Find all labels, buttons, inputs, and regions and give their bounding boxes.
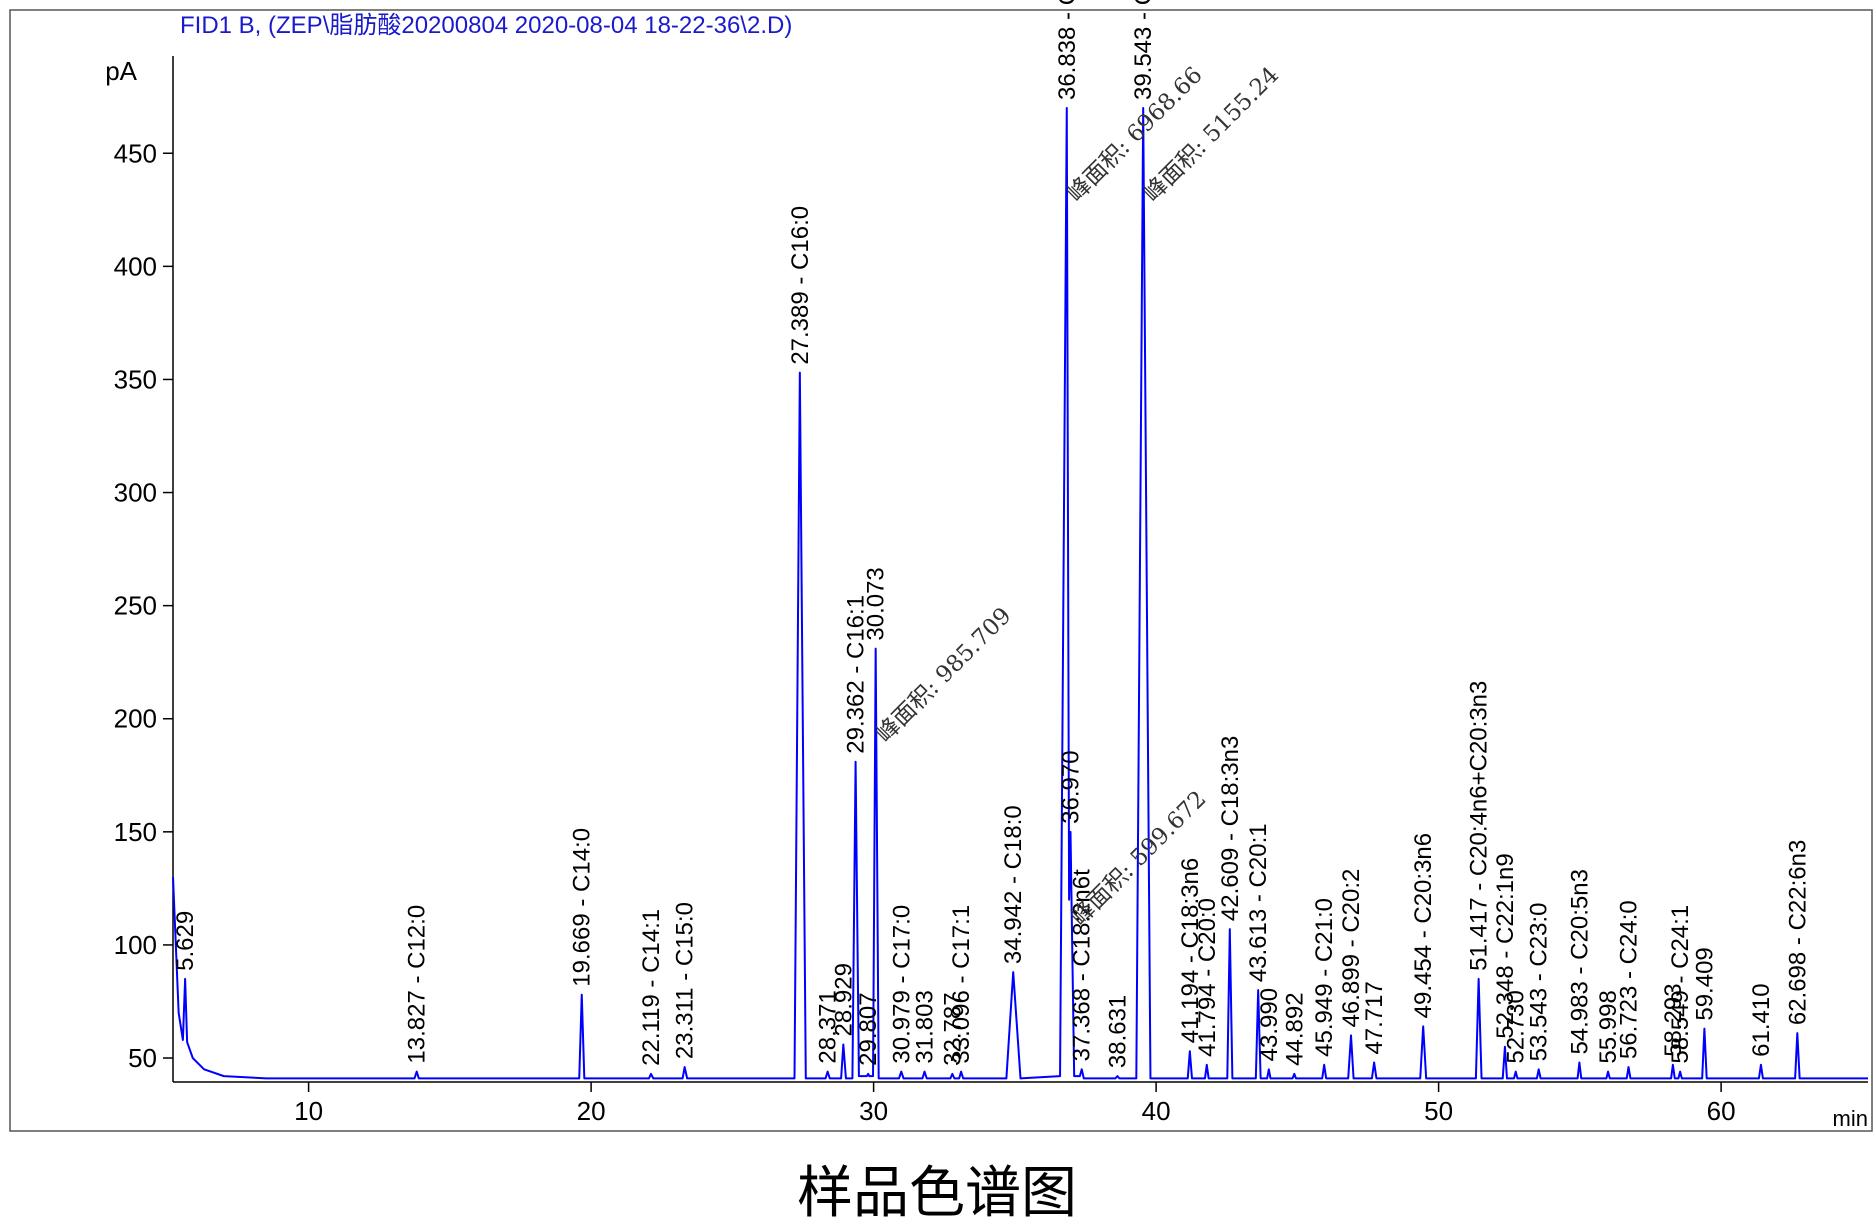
peak-label: 53.543 - C23:0 [1526, 903, 1553, 1062]
y-tick-label: 100 [114, 930, 157, 960]
peak-label: 56.723 - C24:0 [1616, 900, 1643, 1059]
x-tick-label: 10 [294, 1096, 323, 1126]
peak-label: 22.119 - C14:1 [638, 909, 665, 1066]
peak-label: 36.838 - C18:1n9c [1054, 0, 1081, 100]
trace [172, 107, 1868, 1080]
x-tick-label: 60 [1707, 1096, 1736, 1126]
y-tick-label: 150 [114, 817, 157, 847]
peak-area-note: 峰面积: 5155.24 [1139, 62, 1284, 207]
peak-label: 30.073 [863, 567, 890, 640]
y-axis-label: pA [105, 56, 137, 86]
peak-label: 51.417 - C20:4n6+C20:3n3 [1466, 681, 1493, 971]
peak-label: 54.983 - C20:5n3 [1566, 869, 1593, 1054]
peak-label: 29.362 - C16:1 [843, 595, 870, 754]
peak-label: 38.631 [1104, 995, 1131, 1068]
peak-label: 43.613 - C20:1 [1245, 823, 1272, 982]
peak-label: 49.454 - C20:3n6 [1410, 833, 1437, 1018]
peak-label: 47.717 [1361, 981, 1388, 1054]
y-tick-label: 450 [114, 138, 157, 168]
peak-label: 37.368 - C18:2n6t [1069, 869, 1096, 1061]
y-tick-label: 250 [114, 591, 157, 621]
peak-label: 55.998 [1595, 990, 1622, 1063]
chart-title: FID1 B, (ZEP\脂肪酸20200804 2020-08-04 18-2… [180, 12, 792, 39]
peak-label: 44.892 [1281, 992, 1308, 1065]
peak-label: 19.669 - C14:0 [569, 828, 596, 987]
peak-label: 36.970 [1058, 750, 1085, 823]
x-tick-label: 20 [577, 1096, 606, 1126]
peak-label: 32.787 [939, 992, 966, 1065]
peak-label: 28.371 [815, 990, 842, 1063]
y-tick-label: 50 [128, 1043, 157, 1073]
peak-label: 31.803 [912, 990, 939, 1063]
peak-label: 59.409 [1691, 947, 1718, 1020]
x-tick-label: 50 [1424, 1096, 1453, 1126]
peak-label: 52.348 - C22:1n9 [1492, 853, 1519, 1038]
peak-label: 23.311 - C15:0 [672, 902, 699, 1059]
peak-label: 42.609 - C18:3n3 [1217, 736, 1244, 921]
peak-label: 45.949 - C21:0 [1311, 898, 1338, 1057]
peak-label: 43.990 [1256, 988, 1283, 1061]
peak-label: 34.942 - C18:0 [1000, 805, 1027, 964]
peak-label: 61.410 [1748, 983, 1775, 1056]
x-axis-label: min [1833, 1106, 1868, 1131]
frame [9, 9, 1873, 1132]
peak-label: 52.730 [1503, 990, 1530, 1063]
x-tick-label: 30 [859, 1096, 888, 1126]
peak-label: 62.698 - C22:6n3 [1784, 840, 1811, 1025]
peak-label: 41.194 - C18:3n6 [1177, 858, 1204, 1043]
peak-label: 39.543 - C18:2n6c [1130, 0, 1157, 100]
peak-area-note: 峰面积: 985.709 [872, 603, 1017, 748]
y-tick-label: 300 [114, 478, 157, 508]
peak-label: 33.096 - C17:1 [948, 905, 975, 1064]
y-tick-label: 350 [114, 364, 157, 394]
peak-label: 5.629 [172, 911, 199, 971]
peak-label: 58.549 - C24:1 [1667, 905, 1694, 1064]
y-tick-label: 200 [114, 704, 157, 734]
peak-label: 29.807 [855, 992, 882, 1065]
caption: 样品色谱图 [797, 1161, 1077, 1224]
peak-label: 41.794 - C20:0 [1194, 898, 1221, 1057]
peak-label: 28.929 [830, 963, 857, 1036]
peak-label: 46.899 - C20:2 [1338, 869, 1365, 1028]
peak-label: 27.389 - C16:0 [787, 206, 814, 365]
y-tick-label: 400 [114, 251, 157, 281]
peak-label: 58.293 [1660, 983, 1687, 1056]
peak-label: 13.827 - C12:0 [404, 905, 431, 1064]
peak-label: 30.979 - C17:0 [888, 905, 915, 1064]
x-tick-label: 40 [1142, 1096, 1171, 1126]
